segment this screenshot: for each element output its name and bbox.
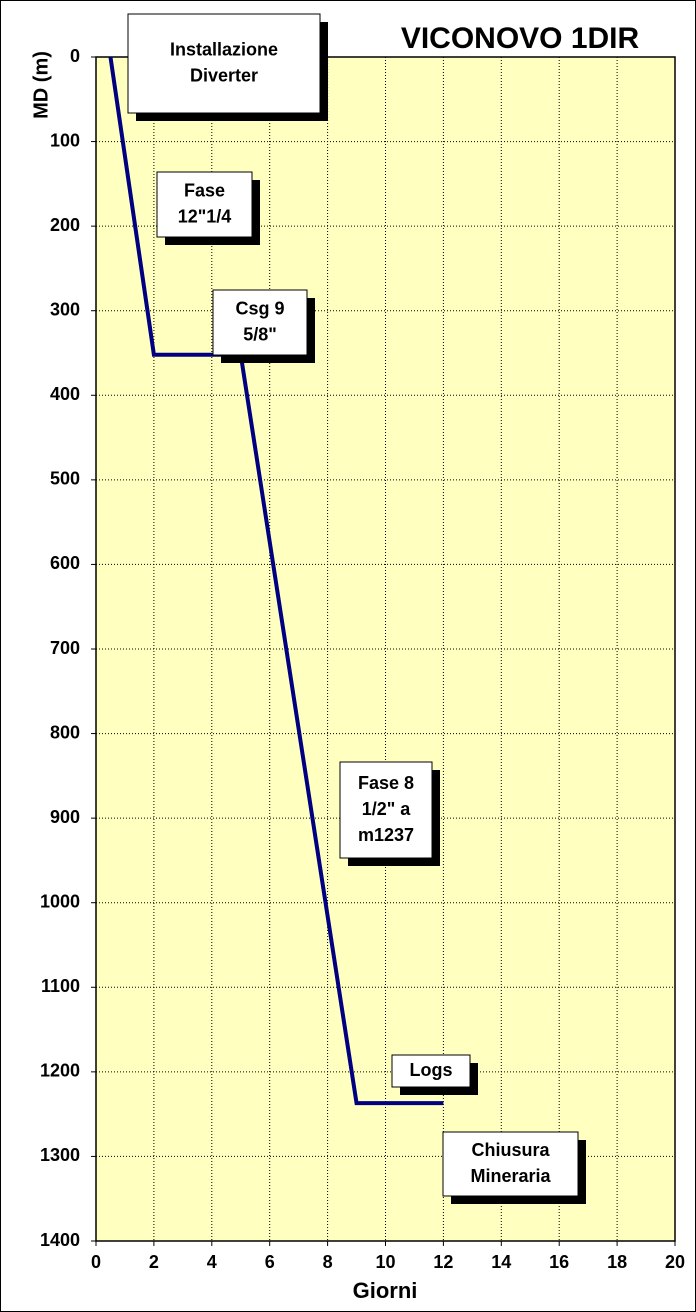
annotation-box <box>339 761 433 859</box>
x-tick-label: 20 <box>665 1252 685 1272</box>
y-tick-label: 600 <box>50 553 80 573</box>
y-tick-label: 300 <box>50 299 80 319</box>
annotation-text: Fase 8 <box>358 773 414 793</box>
annotation-box <box>127 13 321 114</box>
annotation-text: Chiusura <box>471 1140 550 1160</box>
y-tick-label: 900 <box>50 807 80 827</box>
y-tick-label: 200 <box>50 215 80 235</box>
annotation-text: Csg 9 <box>235 298 284 318</box>
annotation-text: Fase <box>184 180 225 200</box>
y-tick-label: 1300 <box>40 1145 80 1165</box>
annotation-text: Installazione <box>170 39 278 59</box>
annotation-box <box>212 289 308 356</box>
annotation-text: 5/8" <box>243 324 277 344</box>
x-tick-label: 2 <box>149 1252 159 1272</box>
x-tick-label: 18 <box>607 1252 627 1272</box>
annotation-text: 1/2" a <box>362 799 412 819</box>
chart-title: VICONOVO 1DIR <box>401 22 640 55</box>
annotation-text: 12"1/4 <box>178 206 232 226</box>
x-tick-label: 6 <box>265 1252 275 1272</box>
y-tick-label: 700 <box>50 638 80 658</box>
x-tick-label: 10 <box>375 1252 395 1272</box>
x-tick-label: 8 <box>323 1252 333 1272</box>
x-axis-label: Giorni <box>353 1278 418 1303</box>
annotation-box <box>156 171 253 238</box>
plot-border <box>95 56 676 1242</box>
y-axis-label: MD (m) <box>30 51 52 119</box>
y-tick-label: 100 <box>50 130 80 150</box>
annotation-box <box>391 1054 471 1088</box>
y-tick-label: 1400 <box>40 1230 80 1250</box>
annotation-text: Diverter <box>190 65 258 85</box>
y-tick-label: 400 <box>50 384 80 404</box>
y-tick-label: 500 <box>50 469 80 489</box>
y-tick-label: 1200 <box>40 1061 80 1081</box>
y-tick-label: 1100 <box>41 976 80 996</box>
annotation-text: m1237 <box>358 825 414 845</box>
y-tick-label: 1000 <box>40 891 80 911</box>
x-tick-label: 12 <box>433 1252 453 1272</box>
annotation-text: Logs <box>410 1060 453 1080</box>
y-tick-label: 800 <box>50 722 80 742</box>
y-tick-label: 0 <box>70 46 80 66</box>
annotation-text: Mineraria <box>470 1166 551 1186</box>
x-tick-label: 16 <box>549 1252 569 1272</box>
x-tick-label: 14 <box>491 1252 511 1272</box>
x-tick-label: 0 <box>91 1252 101 1272</box>
annotation-box <box>442 1131 579 1197</box>
x-tick-label: 4 <box>207 1252 217 1272</box>
